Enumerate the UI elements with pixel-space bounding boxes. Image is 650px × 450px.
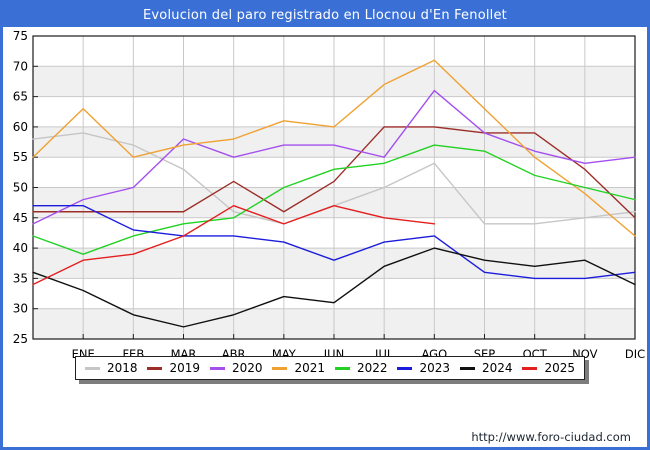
footer-url: http://www.foro-ciudad.com [471,430,631,444]
legend-swatch-2023 [397,366,413,370]
series-line-2022 [32,144,636,255]
series-line-2024 [32,247,636,328]
y-tick-label: 65 [13,90,28,104]
legend-label: 2023 [419,361,451,375]
legend-swatch-2025 [522,366,538,370]
y-tick-label: 60 [13,120,28,134]
legend-label: 2021 [294,361,326,375]
series-line-2023 [32,204,636,280]
x-tick-label: DIC [625,347,645,361]
legend-item-2021: 2021 [272,361,325,375]
y-tick-label: 50 [13,181,28,195]
y-tick-label: 45 [13,211,28,225]
series-line-2019 [32,126,636,219]
legend-label: 2019 [169,361,201,375]
legend-label: 2025 [544,361,576,375]
legend-item-2024: 2024 [459,361,513,375]
series-line-2021 [32,59,636,237]
legend-swatch-2019 [147,366,163,370]
legend-item-2020: 2020 [209,361,263,375]
legend-label: 2024 [481,361,513,375]
title-bar: Evolucion del paro registrado en Llocnou… [3,3,647,27]
y-tick-label: 35 [13,271,28,285]
y-tick-label: 30 [13,302,28,316]
legend-label: 2020 [231,361,263,375]
chart-title: Evolucion del paro registrado en Llocnou… [143,7,507,23]
legend-label: 2022 [356,361,388,375]
legend-swatch-2024 [459,366,475,370]
legend-item-2018: 2018 [84,361,138,375]
legend-swatch-2022 [334,366,350,370]
y-tick-label: 75 [13,29,28,43]
legend-swatch-2020 [209,366,225,370]
plot-border [32,35,636,340]
legend-item-2023: 2023 [397,361,450,375]
legend-item-2022: 2022 [334,361,388,375]
series-line-2020 [32,89,636,225]
chart-plot-area: 25 30 35 40 45 50 55 60 65 70 75 ENE FEB MAR ABR MAY JUN… [3,3,647,447]
y-tick-label: 25 [13,332,28,346]
legend-item-2025: 2025 [522,361,575,375]
legend-swatch-2018 [84,366,100,370]
y-tick-label: 40 [13,241,28,255]
legend: 2018 2019 2020 2021 2022 2023 2024 2025 [75,356,585,380]
legend-swatch-2021 [272,366,288,370]
legend-label: 2018 [106,361,138,375]
y-tick-label: 55 [13,150,28,164]
series-line-2025 [32,204,436,286]
y-tick-label: 70 [13,59,28,73]
legend-item-2019: 2019 [147,361,200,375]
